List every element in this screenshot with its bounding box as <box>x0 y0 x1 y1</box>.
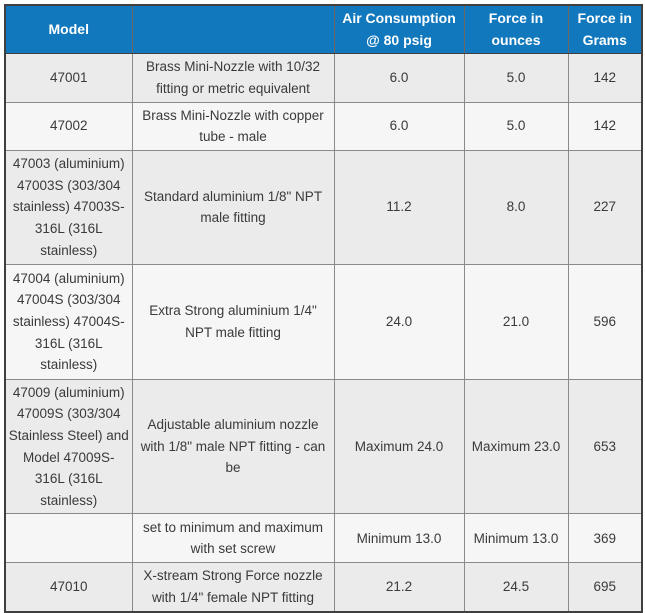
description-cell: Extra Strong aluminium 1/4" NPT male fit… <box>131 263 335 380</box>
force-grams-cell: 695 <box>567 562 643 612</box>
table-row: 47009 (aluminium) 47009S (303/304 Stainl… <box>4 378 643 515</box>
header-model: Model <box>4 4 133 55</box>
header-air-consumption: Air Consumption @ 80 psig <box>333 4 465 55</box>
description-cell: X-stream Strong Force nozzle with 1/4" f… <box>131 562 335 612</box>
force-grams-cell: 653 <box>567 378 643 515</box>
force-ounces-cell: Maximum 23.0 <box>463 378 569 515</box>
air-consumption-cell: Maximum 24.0 <box>333 378 465 515</box>
description-cell: Brass Mini-Nozzle with copper tube - mal… <box>131 101 335 151</box>
force-grams-cell: 142 <box>567 101 643 151</box>
force-ounces-cell: 24.5 <box>463 562 569 612</box>
header-row: Model Air Consumption @ 80 psig Force in… <box>4 4 643 55</box>
air-consumption-cell: 24.0 <box>333 263 465 380</box>
model-cell: 47009 (aluminium) 47009S (303/304 Stainl… <box>4 378 133 515</box>
air-consumption-cell: 21.2 <box>333 562 465 612</box>
air-consumption-cell: 6.0 <box>333 53 465 103</box>
model-cell: 47004 (aluminium) 47004S (303/304 stainl… <box>4 263 133 380</box>
description-cell: Brass Mini-Nozzle with 10/32 fitting or … <box>131 53 335 103</box>
table-row: set to minimum and maximum with set scre… <box>4 513 643 564</box>
force-ounces-cell: 21.0 <box>463 263 569 380</box>
air-consumption-cell: Minimum 13.0 <box>333 513 465 564</box>
air-consumption-cell: 6.0 <box>333 101 465 151</box>
model-cell: 47002 <box>4 101 133 151</box>
description-cell: Adjustable aluminium nozzle with 1/8" ma… <box>131 378 335 515</box>
model-cell <box>4 513 133 564</box>
force-ounces-cell: 5.0 <box>463 101 569 151</box>
table-row: 47002 Brass Mini-Nozzle with copper tube… <box>4 101 643 151</box>
model-cell: 47010 <box>4 562 133 612</box>
force-ounces-cell: 8.0 <box>463 149 569 265</box>
force-ounces-cell: Minimum 13.0 <box>463 513 569 564</box>
force-ounces-cell: 5.0 <box>463 53 569 103</box>
table-row: 47004 (aluminium) 47004S (303/304 stainl… <box>4 263 643 380</box>
table-row: 47001 Brass Mini-Nozzle with 10/32 fitti… <box>4 53 643 103</box>
header-force-grams: Force in Grams <box>567 4 643 55</box>
force-grams-cell: 227 <box>567 149 643 265</box>
header-description <box>131 4 335 55</box>
description-cell: set to minimum and maximum with set scre… <box>131 513 335 564</box>
air-consumption-cell: 11.2 <box>333 149 465 265</box>
table-row: 47010 X-stream Strong Force nozzle with … <box>4 562 643 612</box>
force-grams-cell: 596 <box>567 263 643 380</box>
model-cell: 47003 (aluminium) 47003S (303/304 stainl… <box>4 149 133 265</box>
spec-table-container: Model Air Consumption @ 80 psig Force in… <box>4 4 643 613</box>
description-cell: Standard aluminium 1/8" NPT male fitting <box>131 149 335 265</box>
force-grams-cell: 142 <box>567 53 643 103</box>
header-force-ounces: Force in ounces <box>463 4 569 55</box>
spec-table: Model Air Consumption @ 80 psig Force in… <box>4 4 643 613</box>
model-cell: 47001 <box>4 53 133 103</box>
table-row: 47003 (aluminium) 47003S (303/304 stainl… <box>4 149 643 265</box>
force-grams-cell: 369 <box>567 513 643 564</box>
